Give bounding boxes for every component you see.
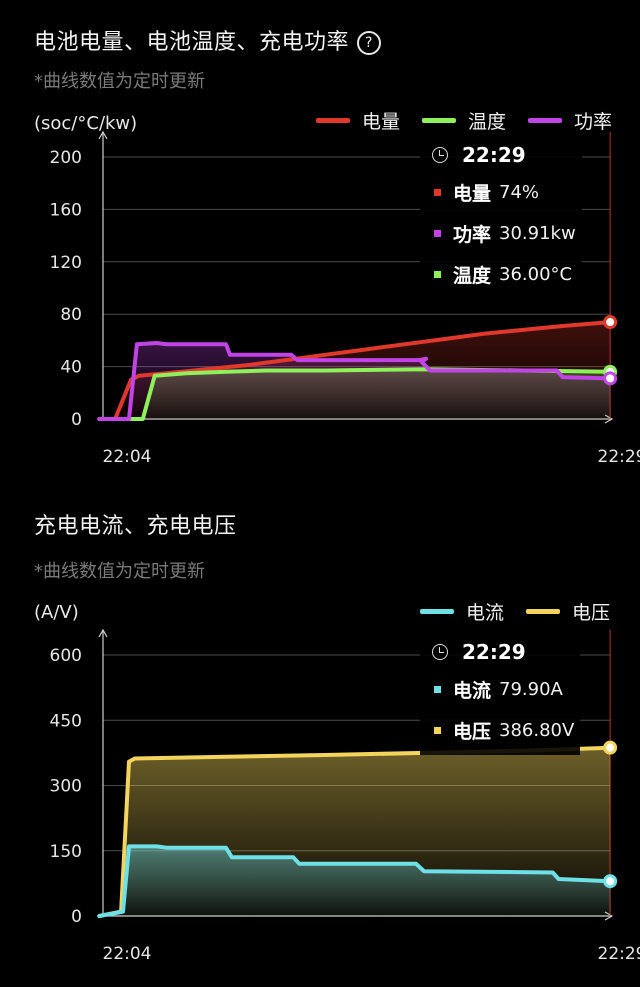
tooltip-time: 22:29: [462, 143, 526, 167]
battery-chart[interactable]: 0 40 80 120 160 200 22:04 22:29: [0, 130, 640, 470]
tooltip-value: 30.91kw: [499, 223, 576, 244]
battery-legend: 电量 温度 功率: [294, 107, 612, 134]
y-tick-label: 120: [50, 253, 82, 273]
tooltip-name: 电量: [453, 183, 492, 205]
series-end-marker-center: [606, 877, 615, 886]
tooltip-name: 电流: [453, 680, 492, 702]
series-area-0: [99, 846, 611, 916]
legend-item-voltage[interactable]: 电压: [525, 598, 610, 625]
current-section-subtitle: *曲线数值为定时更新: [34, 561, 205, 582]
legend-item-charge[interactable]: 电量: [315, 107, 400, 134]
current-tooltip: 22:29 电流 79.90A 电压 386.80V: [420, 631, 581, 755]
tooltip-dot: [434, 271, 441, 278]
y-tick-label: 160: [50, 200, 82, 220]
legend-label: 电压: [571, 602, 610, 624]
tooltip-time-row: 22:29: [426, 138, 576, 172]
y-tick-label: 80: [60, 305, 82, 325]
x-tick-label: 22:04: [103, 944, 152, 964]
tooltip-value: 36.00°C: [499, 264, 573, 285]
series-area-2: [99, 343, 611, 419]
legend-item-current[interactable]: 电流: [419, 598, 504, 625]
battery-title-text: 电池电量、电池温度、充电功率: [34, 30, 350, 55]
tooltip-row-voltage: 电压 386.80V: [426, 710, 574, 751]
tooltip-value: 74%: [499, 182, 540, 203]
tooltip-dot: [434, 189, 441, 196]
series-end-marker-center: [606, 374, 615, 383]
x-tick-label: 22:29: [598, 447, 640, 467]
battery-section-subtitle: *曲线数值为定时更新: [34, 71, 205, 92]
battery-section-title: 电池电量、电池温度、充电功率?: [34, 24, 382, 56]
tooltip-name: 电压: [453, 721, 492, 743]
tooltip-time: 22:29: [462, 640, 526, 664]
battery-tooltip: 22:29 电量 74% 功率 30.91kw 温度 36.00°C: [420, 134, 582, 299]
y-tick-label: 40: [60, 358, 82, 378]
clock-icon: [432, 644, 448, 660]
current-section-title: 充电电流、充电电压: [34, 514, 237, 539]
legend-swatch: [527, 118, 562, 123]
y-tick-label: 300: [50, 777, 82, 797]
legend-item-power[interactable]: 功率: [527, 107, 612, 134]
series-end-marker-center: [606, 318, 615, 327]
legend-label: 温度: [467, 111, 506, 133]
tooltip-row-temperature: 温度 36.00°C: [426, 254, 576, 295]
current-legend: 电流 电压: [398, 598, 610, 625]
legend-label: 功率: [573, 111, 612, 133]
x-tick-label: 22:29: [598, 944, 640, 964]
y-axis-arrow: [98, 628, 108, 638]
y-tick-label: 0: [71, 907, 82, 927]
tooltip-row-current: 电流 79.90A: [426, 669, 574, 710]
tooltip-row-charge: 电量 74%: [426, 172, 576, 213]
tooltip-dot: [434, 230, 441, 237]
question-circle-icon[interactable]: ?: [357, 31, 382, 55]
clock-icon: [432, 147, 448, 163]
legend-swatch: [525, 609, 560, 614]
tooltip-value: 79.90A: [499, 679, 563, 700]
tooltip-dot: [434, 686, 441, 693]
series-end-marker-center: [606, 743, 615, 752]
y-tick-label: 150: [50, 842, 82, 862]
legend-swatch: [315, 118, 350, 123]
legend-label: 电量: [361, 111, 400, 133]
y-tick-label: 0: [71, 410, 82, 430]
tooltip-name: 温度: [453, 265, 492, 287]
tooltip-value: 386.80V: [499, 720, 575, 741]
legend-label: 电流: [465, 602, 504, 624]
y-axis-arrow: [98, 130, 108, 140]
tooltip-name: 功率: [453, 224, 492, 246]
y-tick-label: 600: [50, 646, 82, 666]
x-tick-label: 22:04: [103, 447, 152, 467]
series-line-0: [113, 320, 613, 421]
current-y-unit: (A/V): [34, 602, 79, 623]
y-tick-label: 200: [50, 148, 82, 168]
y-tick-label: 450: [50, 711, 82, 731]
series-line-2: [97, 341, 613, 421]
legend-swatch: [419, 609, 454, 614]
series-line-0: [97, 844, 613, 918]
legend-swatch: [421, 118, 456, 123]
tooltip-row-power: 功率 30.91kw: [426, 213, 576, 254]
tooltip-dot: [434, 727, 441, 734]
legend-item-temperature[interactable]: 温度: [421, 107, 506, 134]
tooltip-time-row: 22:29: [426, 635, 574, 669]
battery-y-unit: (soc/°C/kw): [34, 113, 138, 134]
